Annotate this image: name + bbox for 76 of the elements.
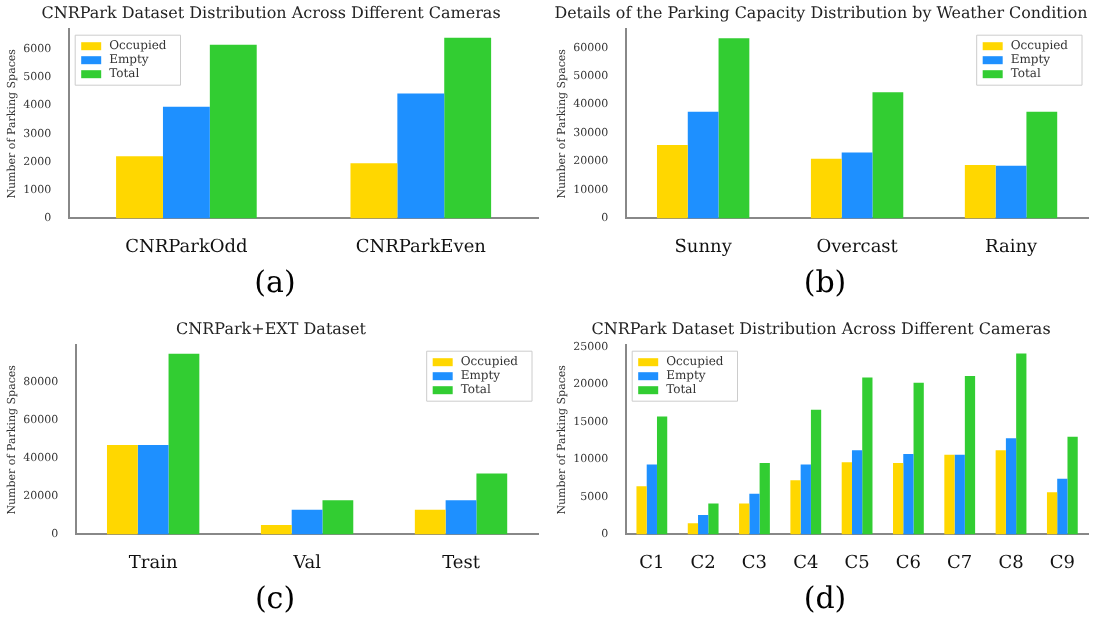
bar <box>291 509 323 535</box>
bar <box>903 454 914 535</box>
bar <box>106 445 138 535</box>
bar <box>995 165 1027 219</box>
bar <box>749 493 760 535</box>
text: (d) <box>801 580 849 616</box>
bar <box>646 464 657 535</box>
x-tick-label: Overcast <box>816 237 899 258</box>
bar <box>1005 438 1017 535</box>
x-tick-label: Test <box>442 553 481 574</box>
x-tick-label: Rainy <box>984 237 1039 258</box>
x-tick-label: C8 <box>998 553 1025 574</box>
bar <box>790 480 801 535</box>
bar <box>414 509 446 535</box>
x-tick-label: C7 <box>947 553 973 574</box>
bar <box>687 523 699 535</box>
bar <box>476 473 508 535</box>
bar <box>893 463 904 535</box>
bar <box>116 156 163 219</box>
bar <box>851 450 863 535</box>
x-tick-label: Sunny <box>674 237 734 258</box>
bar <box>209 44 257 219</box>
bar <box>995 450 1006 535</box>
bar <box>1026 111 1058 219</box>
bar <box>350 163 398 219</box>
bar <box>954 454 965 535</box>
bar <box>1046 492 1058 535</box>
x-tick-label: C6 <box>895 553 922 574</box>
bar <box>168 353 200 535</box>
chart-title: CNRPark Dataset Distribution Across Different Cameras <box>591 319 1051 338</box>
bar <box>810 409 822 535</box>
bar <box>964 164 996 219</box>
bar <box>718 38 750 219</box>
chart-title: CNRPark+EXT Dataset <box>176 319 368 338</box>
bar <box>810 158 842 219</box>
bar <box>687 111 719 219</box>
x-tick-label: C9 <box>1049 553 1076 574</box>
bar <box>137 445 169 535</box>
bar <box>162 106 210 219</box>
bar <box>964 375 976 535</box>
bar <box>1016 353 1027 535</box>
x-tick-label: Val <box>291 553 322 574</box>
text: (c) <box>252 580 298 616</box>
x-tick-label: C5 <box>844 553 871 574</box>
bar <box>872 92 904 219</box>
bar <box>636 486 647 535</box>
bar <box>913 382 924 535</box>
bar <box>698 514 709 535</box>
x-tick-label: C3 <box>741 553 768 574</box>
bar <box>260 524 292 535</box>
bar <box>944 454 955 535</box>
bar <box>322 500 354 535</box>
x-tick-label: CNRParkOdd <box>125 237 249 258</box>
x-tick-label: CNRParkEven <box>355 237 487 258</box>
x-tick-label: C1 <box>639 553 665 574</box>
bar <box>656 145 688 219</box>
bar <box>444 37 492 219</box>
x-tick-label: C4 <box>793 553 819 574</box>
bar <box>708 503 719 535</box>
bar <box>1057 478 1068 535</box>
chart-title: CNRPark Dataset Distribution Across Different Cameras <box>41 3 501 22</box>
bar <box>1067 436 1078 535</box>
bar <box>739 503 750 535</box>
bar <box>841 152 873 219</box>
bar <box>800 464 811 535</box>
chart-title: Details of the Parking Capacity Distribution by Weather Condition <box>554 3 1088 22</box>
bar <box>397 93 445 219</box>
bar <box>656 416 668 535</box>
bar <box>759 463 770 535</box>
x-tick-label: Train <box>128 553 178 574</box>
bar <box>841 462 852 535</box>
bar <box>445 500 477 535</box>
text: (b) <box>801 264 849 300</box>
x-tick-label: C2 <box>690 553 716 574</box>
bar <box>862 377 873 535</box>
text: (a) <box>252 264 298 300</box>
